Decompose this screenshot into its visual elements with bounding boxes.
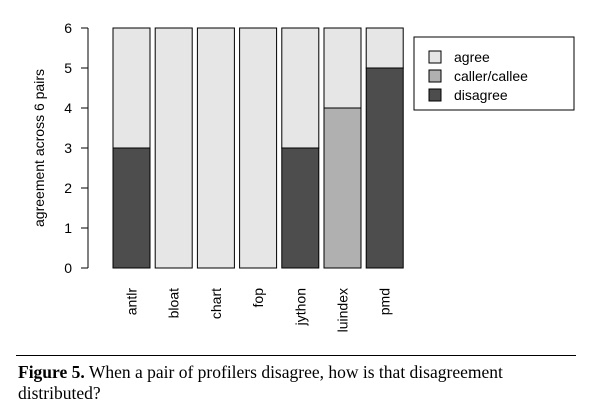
bar-jython-disagree	[281, 147, 320, 269]
bar-jython-agree	[281, 27, 320, 149]
bar-pmd-disagree	[365, 67, 404, 269]
y-tick-label: 6	[64, 20, 72, 36]
bar-pmd-agree	[365, 27, 404, 69]
x-tick-label: bloat	[166, 288, 182, 318]
legend-swatch	[428, 69, 442, 83]
caption-rule	[16, 355, 576, 356]
y-axis-label: agreement across 6 pairs	[31, 69, 47, 227]
stacked-bar-chart: 0 1 2 3 4 5 6 agreement across 6 pairs antlr bloa…	[31, 20, 575, 332]
caption-text: When a pair of profilers disagree, how i…	[18, 362, 503, 403]
y-tick-label: 3	[64, 140, 72, 156]
x-tick-label: luindex	[335, 288, 351, 332]
legend-label: caller/callee	[454, 68, 528, 84]
legend-label: disagree	[454, 87, 508, 103]
figure-caption: Figure 5. When a pair of profilers disag…	[18, 362, 578, 404]
legend-label: agree	[454, 49, 490, 65]
x-tick-label: pmd	[377, 288, 393, 315]
y-tick-label: 5	[64, 60, 72, 76]
bar-chart-agree	[196, 27, 235, 269]
x-tick-label: chart	[208, 288, 224, 319]
y-tick-label: 0	[64, 260, 72, 276]
x-tick-label: jython	[292, 288, 308, 326]
bar-luindex-agree	[323, 27, 362, 109]
y-tick-label: 2	[64, 180, 72, 196]
bar-luindex-caller-callee	[323, 107, 362, 269]
y-tick-label: 1	[64, 220, 72, 236]
bar-antlr-agree	[112, 27, 151, 149]
bar-bloat-agree	[154, 27, 193, 269]
x-tick-label: fop	[250, 288, 266, 308]
legend-swatch	[428, 50, 442, 64]
y-tick-label: 4	[64, 100, 72, 116]
bar-antlr-disagree	[112, 147, 151, 269]
bar-fop-agree	[239, 27, 278, 269]
legend-swatch	[428, 88, 442, 102]
x-tick-label: antlr	[124, 288, 140, 316]
caption-label: Figure 5.	[18, 362, 85, 382]
